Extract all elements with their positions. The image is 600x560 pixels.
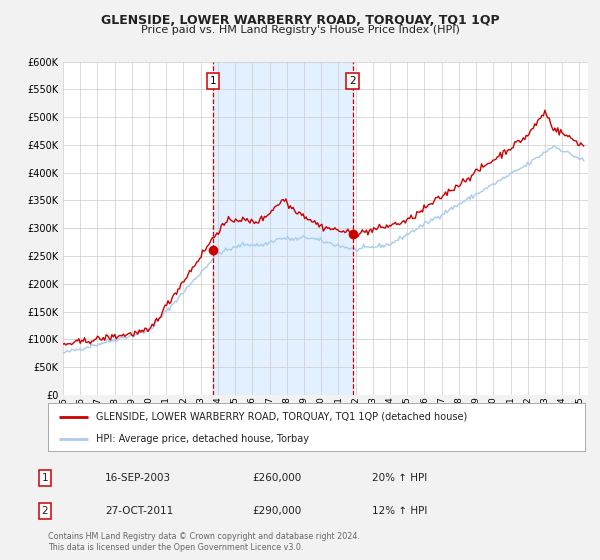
- Text: 1: 1: [209, 76, 216, 86]
- Text: Contains HM Land Registry data © Crown copyright and database right 2024.
This d: Contains HM Land Registry data © Crown c…: [48, 532, 360, 552]
- Text: 1: 1: [41, 473, 49, 483]
- Text: £260,000: £260,000: [252, 473, 301, 483]
- Text: GLENSIDE, LOWER WARBERRY ROAD, TORQUAY, TQ1 1QP: GLENSIDE, LOWER WARBERRY ROAD, TORQUAY, …: [101, 14, 499, 27]
- Bar: [213, 62, 353, 395]
- Text: 2: 2: [41, 506, 49, 516]
- Text: 2: 2: [349, 76, 356, 86]
- Text: £290,000: £290,000: [252, 506, 301, 516]
- Text: 16-SEP-2003: 16-SEP-2003: [105, 473, 171, 483]
- Text: 12% ↑ HPI: 12% ↑ HPI: [372, 506, 427, 516]
- Text: 27-OCT-2011: 27-OCT-2011: [105, 506, 173, 516]
- Text: HPI: Average price, detached house, Torbay: HPI: Average price, detached house, Torb…: [97, 434, 310, 444]
- Text: Price paid vs. HM Land Registry's House Price Index (HPI): Price paid vs. HM Land Registry's House …: [140, 25, 460, 35]
- Text: GLENSIDE, LOWER WARBERRY ROAD, TORQUAY, TQ1 1QP (detached house): GLENSIDE, LOWER WARBERRY ROAD, TORQUAY, …: [97, 412, 467, 422]
- Text: 20% ↑ HPI: 20% ↑ HPI: [372, 473, 427, 483]
